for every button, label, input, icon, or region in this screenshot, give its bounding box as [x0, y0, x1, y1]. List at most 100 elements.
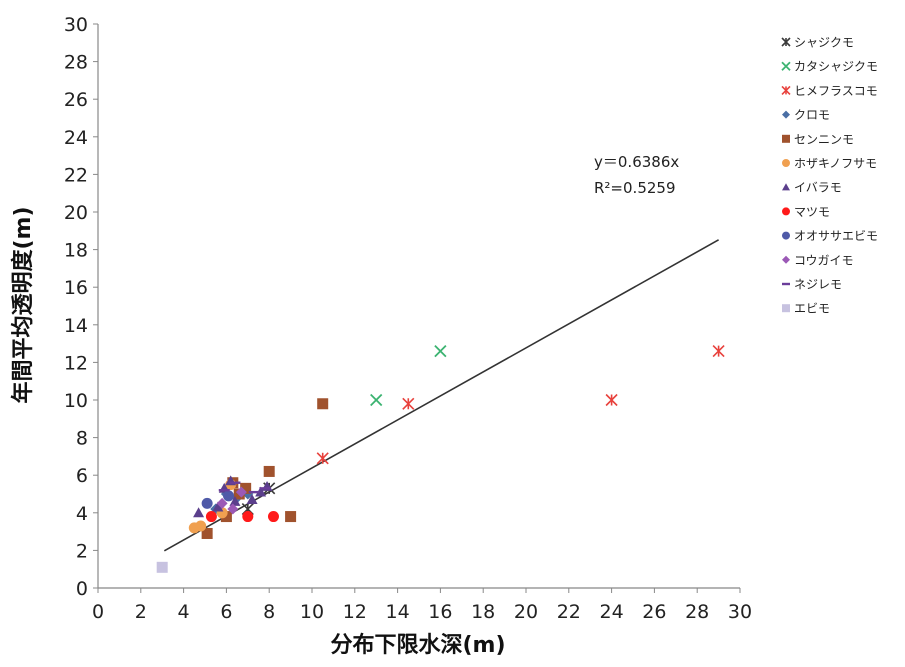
- legend-item: シャジクモ: [781, 36, 854, 50]
- marker-shape: [782, 255, 790, 264]
- x-tick-label: 26: [642, 601, 666, 623]
- marker-shape: [246, 494, 258, 505]
- marker-shape: [235, 486, 247, 498]
- marker-shape: [782, 207, 790, 216]
- legend-marker: [782, 231, 790, 240]
- x-tick-label: 22: [557, 601, 581, 623]
- data-points: [156, 344, 725, 573]
- series-group: [370, 344, 447, 407]
- series-group: [218, 481, 271, 494]
- data-point: [201, 527, 213, 539]
- y-tick-label: 4: [76, 503, 88, 525]
- marker-shape: [782, 159, 790, 167]
- data-point: [712, 345, 725, 358]
- marker-shape: [782, 110, 790, 119]
- series-group: [188, 479, 237, 534]
- y-tick-label: 30: [64, 14, 88, 36]
- y-axis-title: 年間平均透明度(m): [10, 206, 36, 403]
- marker-shape: [201, 527, 213, 539]
- marker-shape: [229, 496, 241, 506]
- legend-label: コウガイモ: [794, 253, 854, 267]
- marker-shape: [317, 398, 329, 410]
- data-point: [156, 561, 168, 573]
- y-tick-label: 26: [64, 89, 88, 111]
- legend-item: ホザキノフサモ: [782, 157, 877, 171]
- data-point: [263, 465, 275, 477]
- legend-marker: [781, 37, 791, 47]
- x-tick-label: 28: [685, 601, 709, 623]
- data-point: [285, 511, 297, 523]
- data-point: [240, 482, 252, 494]
- legend-label: ネジレモ: [794, 278, 842, 292]
- trendline-r2: R²=0.5259: [594, 179, 676, 197]
- y-tick-label: 18: [64, 240, 88, 262]
- series-group: [201, 490, 235, 509]
- marker-shape: [212, 501, 224, 512]
- legend-label: エビモ: [794, 302, 830, 316]
- legend-marker: [781, 85, 791, 95]
- y-tick-label: 2: [76, 540, 88, 562]
- marker-shape: [227, 503, 239, 515]
- legend-item: イバラモ: [782, 181, 842, 195]
- legend-marker: [782, 183, 790, 191]
- data-point: [220, 511, 232, 523]
- data-point: [402, 397, 415, 410]
- x-tick-label: 12: [343, 601, 367, 623]
- x-tick-label: 8: [263, 601, 275, 623]
- marker-stroke: [370, 393, 383, 407]
- y-tick-label: 28: [64, 52, 88, 74]
- data-point: [317, 398, 329, 410]
- legend-label: オオササエビモ: [794, 229, 878, 243]
- marker-shape: [263, 465, 275, 477]
- trendline: [163, 239, 719, 552]
- x-tick-label: 20: [514, 601, 538, 623]
- y-tick-label: 20: [64, 202, 88, 224]
- x-tick-label: 0: [92, 601, 104, 623]
- legend-label: マツモ: [794, 205, 830, 219]
- data-point: [316, 452, 329, 465]
- marker-shape: [782, 304, 790, 313]
- data-point: [242, 511, 254, 523]
- legend-label: ヒメフラスコモ: [794, 84, 878, 98]
- data-point: [216, 497, 228, 509]
- series-group: [205, 511, 279, 523]
- legend-label: センニンモ: [794, 132, 854, 146]
- data-point: [255, 486, 267, 497]
- x-tick-label: 18: [471, 601, 495, 623]
- marker-shape: [156, 561, 168, 573]
- data-point: [229, 496, 241, 506]
- series-group: [216, 486, 247, 515]
- marker-stroke: [781, 61, 791, 71]
- legend-marker: [782, 255, 790, 264]
- legend-item: ヒメフラスコモ: [781, 84, 878, 98]
- data-point: [605, 393, 618, 407]
- x-tick-label: 4: [178, 601, 190, 623]
- x-tick-label: 2: [135, 601, 147, 623]
- x-tick-label: 24: [600, 601, 624, 623]
- data-point: [434, 344, 447, 358]
- y-tick-label: 22: [64, 164, 88, 186]
- data-point: [193, 507, 205, 518]
- legend-item: コウガイモ: [782, 253, 854, 267]
- data-point: [370, 393, 383, 407]
- x-tick-label: 14: [386, 601, 410, 623]
- y-tick-label: 10: [64, 390, 88, 412]
- y-tick-label: 8: [76, 428, 88, 450]
- x-tick-label: 30: [728, 601, 752, 623]
- legend-marker: [782, 134, 790, 143]
- marker-shape: [782, 183, 790, 191]
- marker-stroke: [434, 344, 447, 358]
- trendline-equation: y＝0.6386x: [594, 153, 679, 171]
- legend-item: マツモ: [782, 205, 830, 219]
- legend-marker: [782, 110, 790, 119]
- legend-item: カタシャジクモ: [781, 60, 878, 74]
- marker-shape: [195, 520, 207, 532]
- data-point: [223, 490, 235, 502]
- marker-shape: [216, 497, 228, 509]
- series-group: [316, 345, 725, 465]
- x-tick-label: 16: [428, 601, 452, 623]
- data-point: [212, 501, 224, 512]
- legend-marker: [782, 207, 790, 216]
